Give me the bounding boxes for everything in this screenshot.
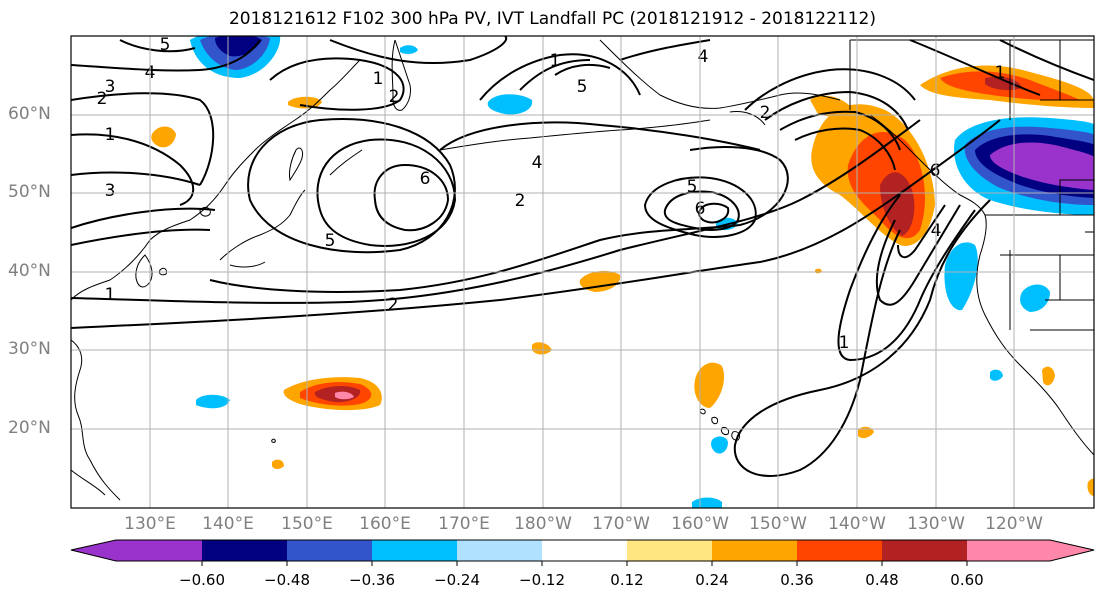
lat-label: 20°N bbox=[8, 418, 51, 438]
contour-label: 4 bbox=[698, 47, 709, 67]
colorbar-tick-label: −0.12 bbox=[519, 571, 565, 589]
colorbar-segment-8 bbox=[797, 540, 882, 561]
lat-label: 60°N bbox=[8, 104, 51, 124]
plot-frame bbox=[70, 35, 1095, 509]
colorbar-tick-label: −0.60 bbox=[179, 571, 225, 589]
lon-label: 150°E bbox=[281, 514, 333, 534]
contour-label: 3 bbox=[105, 181, 116, 201]
colorbar-tick-label: 0.48 bbox=[865, 571, 899, 589]
lon-label: 150°W bbox=[749, 514, 807, 534]
colorbar-segment-7 bbox=[712, 540, 797, 561]
contour-label: 2 bbox=[760, 103, 771, 123]
lat-label: 50°N bbox=[8, 182, 51, 202]
pv-anomaly-shading bbox=[151, 36, 1094, 508]
contour-label: 1 bbox=[839, 333, 850, 353]
lon-label: 130°W bbox=[907, 514, 965, 534]
lon-label: 170°E bbox=[438, 514, 490, 534]
colorbar-tick-label: −0.24 bbox=[434, 571, 480, 589]
lon-label: 170°W bbox=[592, 514, 650, 534]
contour-label: 1 bbox=[550, 51, 561, 71]
lon-label: 160°E bbox=[359, 514, 411, 534]
lon-label: 140°E bbox=[202, 514, 254, 534]
colorbar-tick-label: 0.36 bbox=[780, 571, 814, 589]
contour-label: 6 bbox=[420, 169, 431, 189]
colorbar-tick-label: −0.48 bbox=[264, 571, 310, 589]
lon-label: 120°W bbox=[985, 514, 1043, 534]
contour-label: 5 bbox=[577, 77, 588, 97]
contour-label: 2 bbox=[515, 191, 526, 211]
colorbar-segment-3 bbox=[372, 540, 457, 561]
contour-label: 2 bbox=[389, 87, 400, 107]
colorbar-segment-5 bbox=[542, 540, 627, 561]
contour-label: 5 bbox=[687, 177, 698, 197]
contour-label: 1 bbox=[995, 63, 1006, 83]
gridlines bbox=[71, 36, 1094, 508]
contour-label: 2 bbox=[97, 89, 108, 109]
map-title: 2018121612 F102 300 hPa PV, IVT Landfall… bbox=[228, 9, 876, 29]
contour-label: 1 bbox=[105, 125, 116, 145]
colorbar-segment-4 bbox=[457, 540, 542, 561]
lat-label: 40°N bbox=[8, 261, 51, 281]
contour-label: 4 bbox=[532, 153, 543, 173]
colorbar-segment-9 bbox=[882, 540, 967, 561]
colorbar-tick-label: 0.12 bbox=[610, 571, 644, 589]
colorbar-segment-0 bbox=[71, 540, 202, 561]
colorbar-segment-1 bbox=[202, 540, 287, 561]
colorbar-tick-label: −0.36 bbox=[349, 571, 395, 589]
colorbar bbox=[70, 539, 1095, 566]
contour-label: 1 bbox=[105, 285, 116, 305]
colorbar-tick-label: 0.24 bbox=[695, 571, 729, 589]
lat-label: 30°N bbox=[8, 339, 51, 359]
lon-label: 180°W bbox=[514, 514, 572, 534]
contour-label: 1 bbox=[373, 69, 384, 89]
contour-label: 5 bbox=[160, 35, 171, 55]
contour-label: 2 bbox=[388, 295, 399, 315]
contour-label: 6 bbox=[930, 161, 941, 181]
colorbar-segment-2 bbox=[287, 540, 372, 561]
lon-label: 140°W bbox=[828, 514, 886, 534]
lon-label: 130°E bbox=[124, 514, 176, 534]
contour-label: 3 bbox=[105, 77, 116, 97]
contour-labels: 5 4 3 2 1 3 1 1 2 6 5 2 4 2 5 6 1 4 2 5 … bbox=[97, 35, 1006, 353]
colorbar-segment-10 bbox=[967, 540, 1094, 561]
lon-label: 160°W bbox=[671, 514, 729, 534]
colorbar-segment-6 bbox=[627, 540, 712, 561]
colorbar-tick-label: 0.60 bbox=[950, 571, 984, 589]
contour-label: 5 bbox=[325, 231, 336, 251]
coastlines bbox=[71, 39, 1094, 501]
